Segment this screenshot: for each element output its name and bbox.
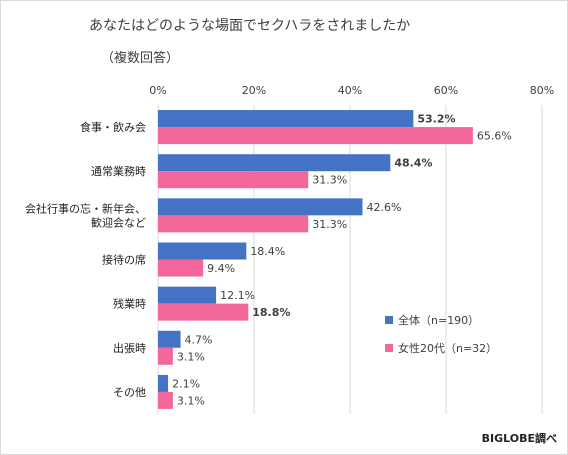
data-label: 31.3% xyxy=(312,174,347,187)
bar xyxy=(158,154,391,172)
category-label: 食事・飲み会 xyxy=(80,120,146,134)
legend-swatch xyxy=(385,344,393,352)
data-label: 3.1% xyxy=(177,394,205,407)
data-label: 42.6% xyxy=(366,201,401,214)
bar xyxy=(158,110,414,128)
data-label: 18.4% xyxy=(250,245,285,258)
category-label: 出張時 xyxy=(113,341,146,355)
chart-title: あなたはどのような場面でセクハラをされましたか xyxy=(89,18,411,34)
bar xyxy=(158,259,204,277)
category-label: 会社行事の忘・新年会、 xyxy=(25,201,146,215)
bar xyxy=(158,171,309,189)
category-label: 残業時 xyxy=(113,297,146,311)
category-label: 歓迎会など xyxy=(91,215,146,229)
category-label: 通常業務時 xyxy=(91,164,146,178)
source-credit: BIGLOBE調べ xyxy=(481,432,557,445)
data-label: 2.1% xyxy=(172,377,200,390)
data-label: 53.2% xyxy=(417,113,455,126)
x-tick-label: 40% xyxy=(338,84,362,97)
data-label: 48.4% xyxy=(394,157,432,170)
chart-subtitle: （複数回答） xyxy=(101,51,180,66)
bar xyxy=(158,347,173,365)
data-label: 3.1% xyxy=(177,350,205,363)
data-label: 65.6% xyxy=(477,130,512,143)
data-label: 4.7% xyxy=(185,333,213,346)
x-tick-label: 20% xyxy=(242,84,266,97)
bar xyxy=(158,330,181,348)
bar xyxy=(158,198,363,216)
bar xyxy=(158,391,173,409)
x-tick-label: 0% xyxy=(149,84,166,97)
data-label: 12.1% xyxy=(220,289,255,302)
category-label: その他 xyxy=(113,386,146,399)
bar xyxy=(158,242,247,260)
x-tick-label: 60% xyxy=(434,84,458,97)
bar xyxy=(158,215,309,233)
bar xyxy=(158,303,249,321)
x-tick-label: 80% xyxy=(530,84,554,97)
data-label: 31.3% xyxy=(312,218,347,231)
category-label: 接待の席 xyxy=(102,253,146,267)
bar xyxy=(158,286,217,304)
legend-label: 女性20代（n=32） xyxy=(398,341,497,355)
bar xyxy=(158,127,473,145)
data-label: 9.4% xyxy=(207,262,235,275)
bar xyxy=(158,374,169,392)
data-label: 18.8% xyxy=(252,306,290,319)
legend-swatch xyxy=(385,316,393,324)
legend-label: 全体（n=190） xyxy=(398,313,479,327)
